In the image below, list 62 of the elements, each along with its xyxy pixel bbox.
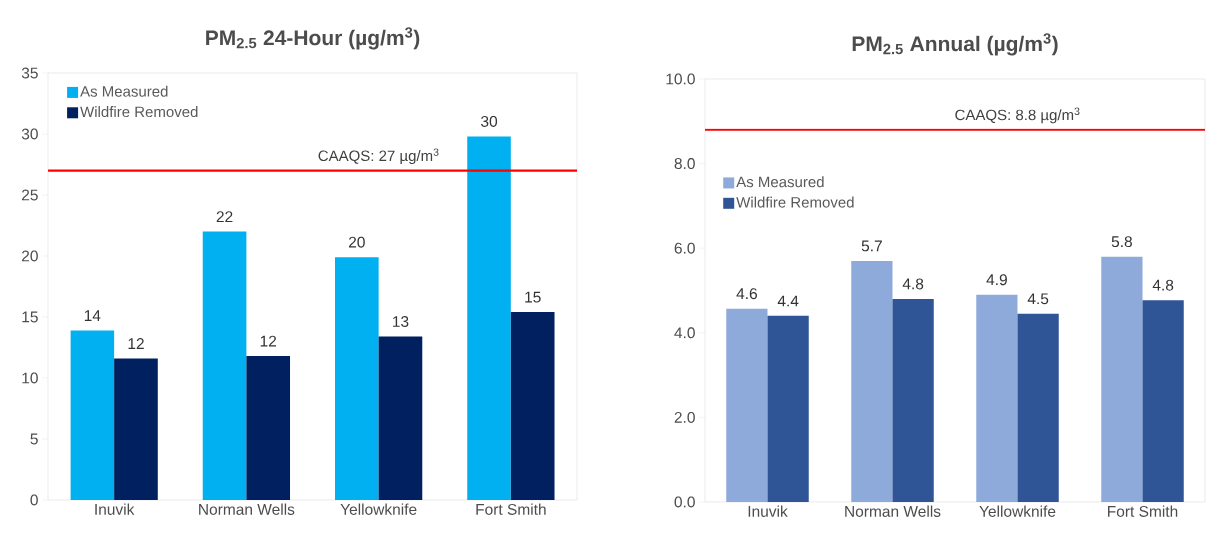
- x-tick-label: Norman Wells: [199, 503, 295, 515]
- y-tick-label: 30: [21, 128, 38, 140]
- y-tick-label: 0: [30, 494, 38, 506]
- bar: [202, 231, 247, 500]
- chart-title: PM$_{2.5}$ Annual (µg/m$^{3}$): [852, 33, 1058, 56]
- y-tick-label: 8.0: [674, 158, 695, 170]
- bar: [334, 257, 379, 500]
- y-tick-label: 4.0: [674, 327, 695, 339]
- y-tick-label: 10.0: [666, 73, 695, 85]
- y-tick-label: 6.0: [674, 242, 695, 254]
- bar: [1101, 256, 1143, 502]
- bar: [892, 298, 934, 502]
- data-label: 5.8: [1111, 236, 1132, 248]
- bar: [510, 312, 555, 500]
- x-tick-label: Yellowknife: [979, 505, 1056, 517]
- bar: [851, 260, 893, 502]
- y-tick-label: 5: [30, 433, 38, 445]
- bar: [976, 294, 1018, 502]
- data-label: 12: [260, 335, 277, 347]
- bar: [1017, 313, 1059, 502]
- chart-title: PM$_{2.5}$ 24-Hour (µg/m$^{3}$): [206, 27, 420, 50]
- data-label: 14: [84, 310, 101, 321]
- data-label: 30: [481, 115, 498, 127]
- bar: [726, 308, 768, 502]
- y-tick-label: 25: [22, 189, 38, 201]
- data-label: 12: [128, 338, 144, 349]
- x-tick-label: Fort Smith: [476, 503, 546, 515]
- x-tick-label: Inuvik: [748, 505, 788, 517]
- x-tick-label: Yellowknife: [340, 503, 417, 515]
- y-tick-label: 15: [22, 311, 38, 323]
- data-label: 15: [525, 291, 541, 303]
- legend-label: Wildfire Removed: [736, 196, 854, 208]
- data-label: 22: [216, 211, 233, 223]
- bar: [467, 136, 511, 500]
- x-tick-label: Inuvik: [95, 503, 135, 515]
- y-tick-label: 35: [21, 67, 38, 79]
- legend-label: As Measured: [736, 176, 824, 188]
- bar: [114, 358, 158, 500]
- bar: [246, 356, 291, 500]
- legend-label: As Measured: [80, 85, 168, 97]
- ref-line-label: CAAQS: 27 µg/m$^{3}$: [318, 148, 439, 165]
- data-label: 4.8: [902, 278, 924, 290]
- bar: [378, 336, 423, 500]
- x-tick-label: Fort Smith: [1108, 505, 1178, 517]
- bar: [1142, 300, 1184, 502]
- ref-line-label: CAAQS: 8.8 µg/m$^{3}$: [955, 107, 1080, 124]
- data-label: 4.6: [736, 288, 757, 300]
- y-tick-label: 10: [22, 372, 38, 384]
- bar: [70, 330, 115, 500]
- data-label: 20: [348, 236, 365, 248]
- bar: [767, 315, 809, 502]
- data-label: 4.8: [1152, 279, 1174, 291]
- y-tick-label: 0.0: [674, 496, 695, 508]
- data-label: 4.4: [777, 295, 799, 307]
- y-tick-label: 20: [22, 250, 38, 262]
- data-label: 13: [393, 316, 409, 327]
- y-tick-label: 2.0: [674, 411, 695, 423]
- x-tick-label: Norman Wells: [845, 505, 941, 517]
- legend-label: Wildfire Removed: [80, 106, 198, 118]
- data-label: 4.9: [986, 274, 1007, 286]
- data-label: 4.5: [1027, 293, 1049, 305]
- data-label: 5.7: [861, 240, 882, 252]
